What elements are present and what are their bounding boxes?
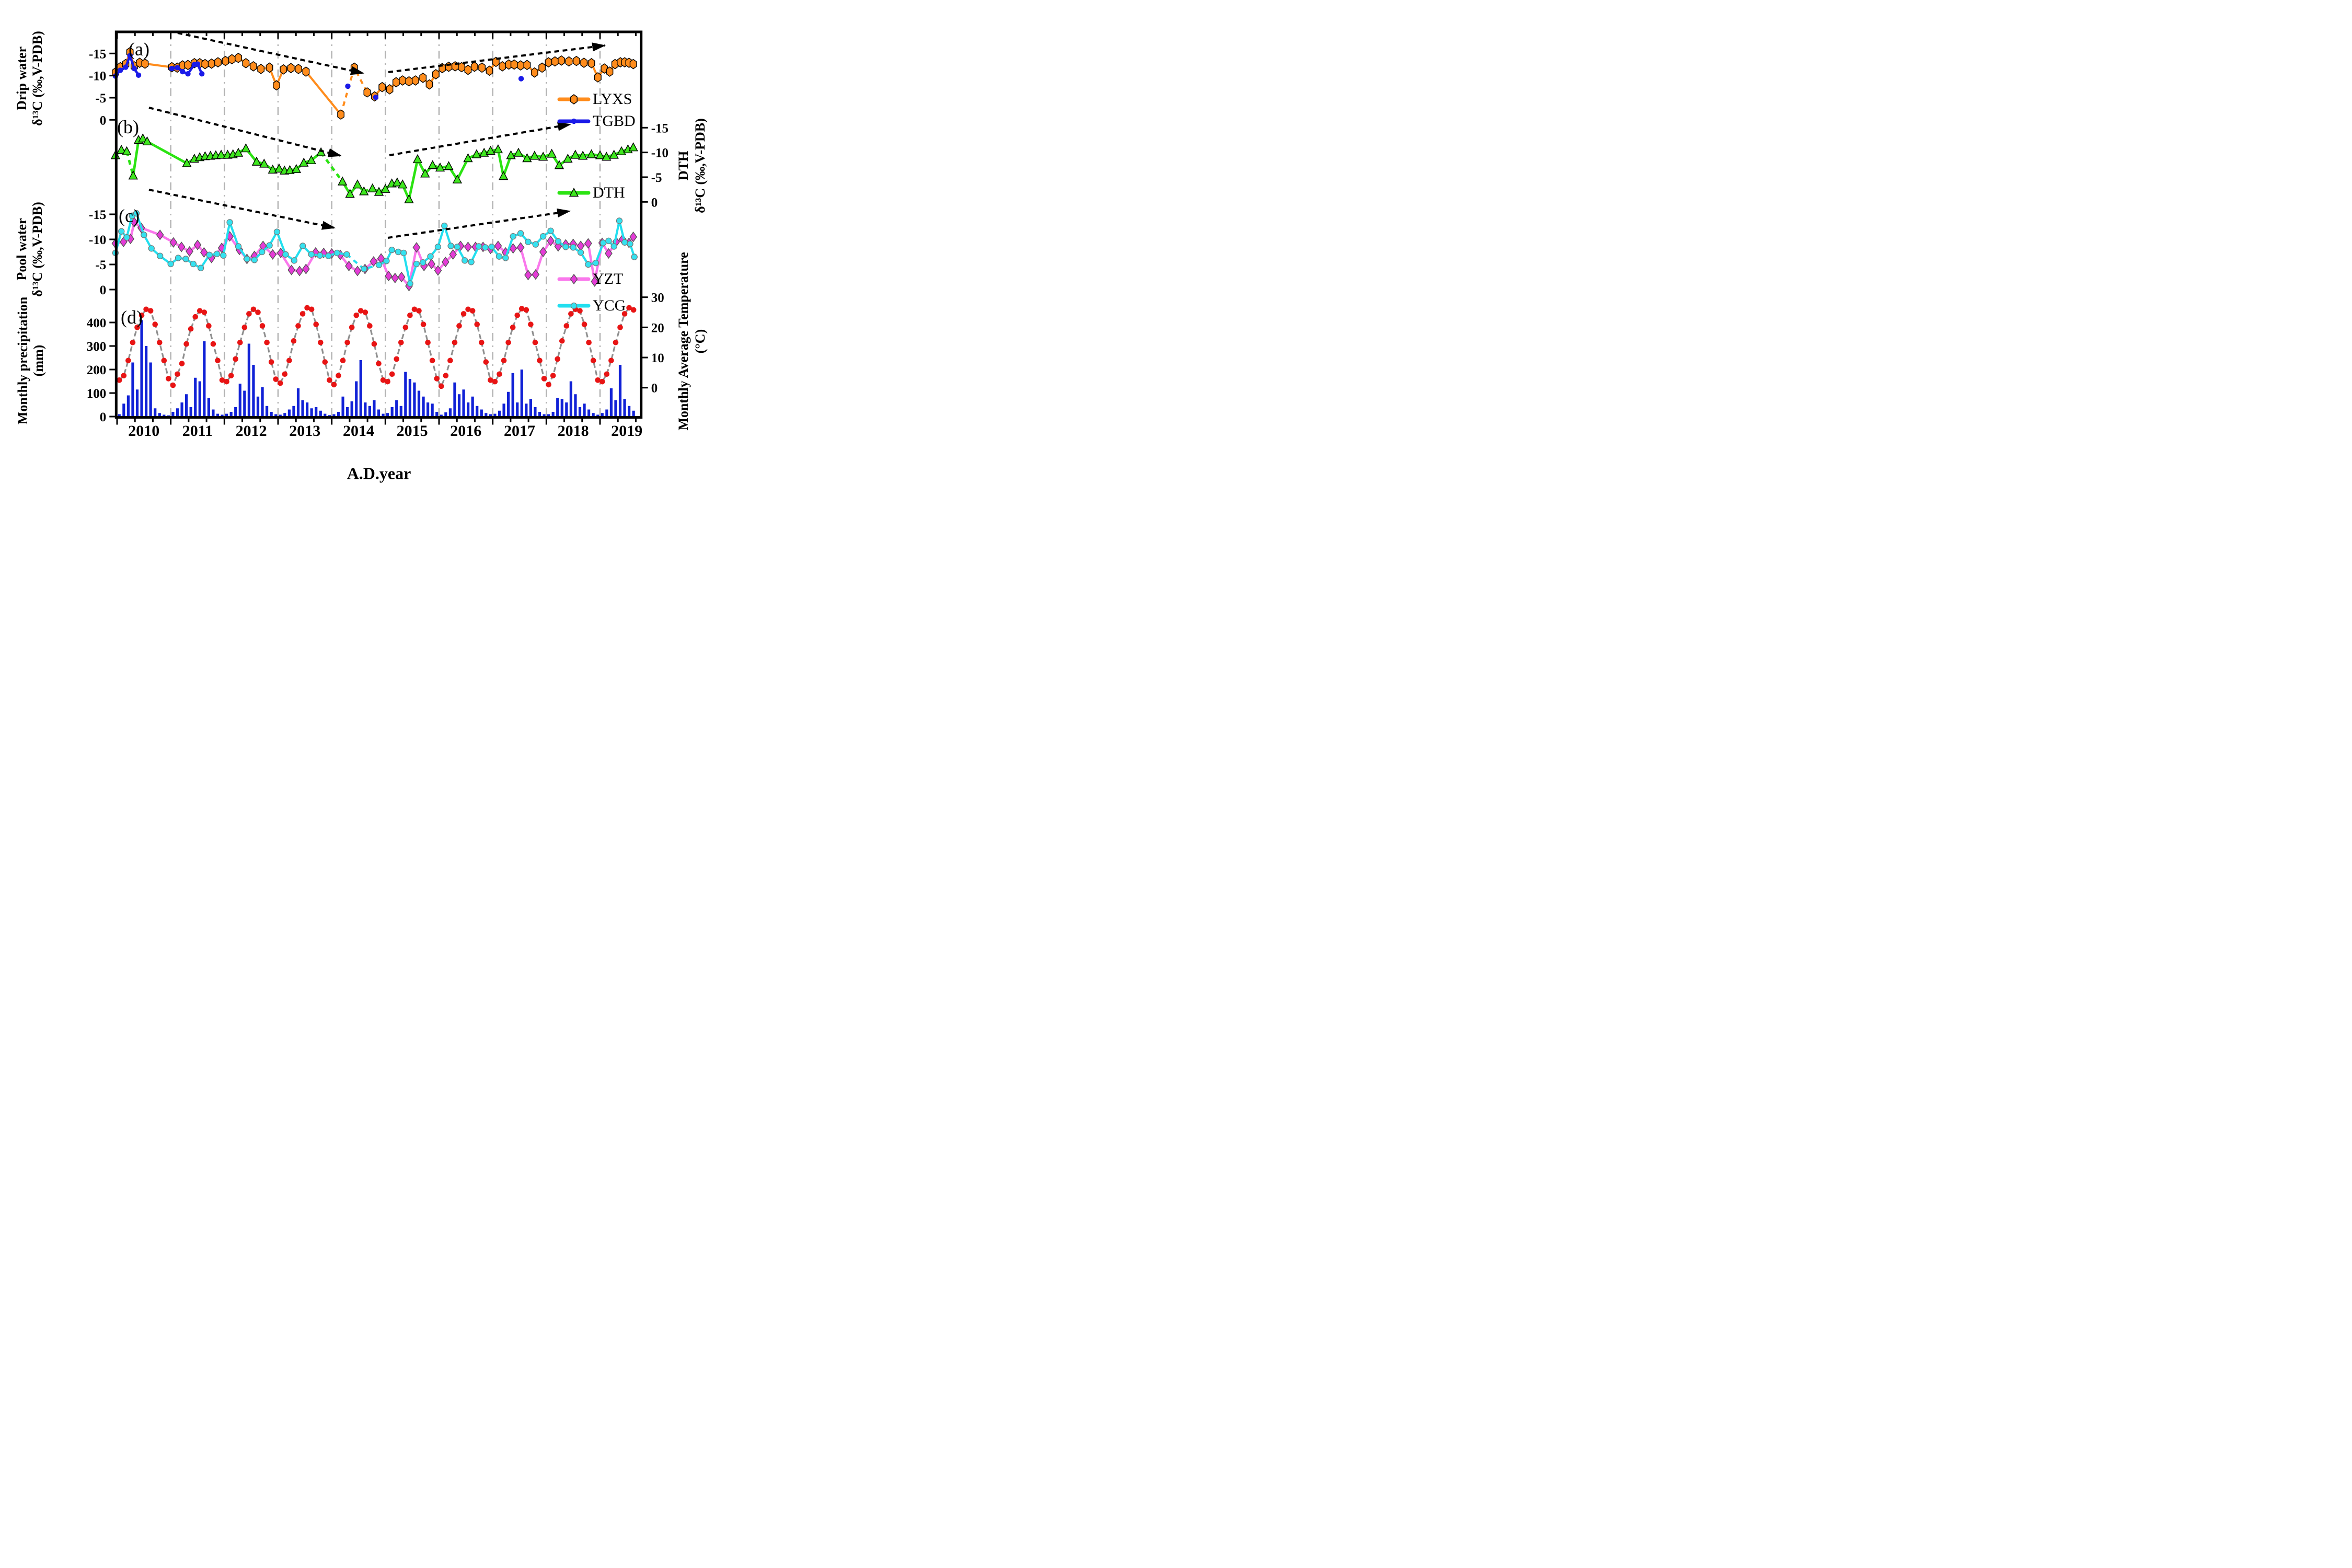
year-label-2011: 2011 xyxy=(182,422,213,440)
year-label-2015: 2015 xyxy=(397,422,428,440)
series-ycg xyxy=(112,210,638,287)
legend-label-dth: DTH xyxy=(593,184,625,201)
temperature-series xyxy=(116,305,637,389)
ytick-c: -10 xyxy=(89,233,106,247)
ytick-d-precip: 0 xyxy=(100,410,107,424)
ytick-d-precip: 300 xyxy=(87,340,107,354)
legend-label-tgbd: TGBD xyxy=(593,112,636,130)
axis-title-precip-unit: (mm) xyxy=(31,344,46,377)
axis-ticks xyxy=(109,32,648,425)
ytick-c: -15 xyxy=(89,208,106,222)
ytick-d-temp: 30 xyxy=(651,291,664,305)
year-label-2014: 2014 xyxy=(343,422,374,440)
chart-canvas: 2010 2011 2012 2013 2014 2015 2016 2017 2018 2019… xyxy=(87,30,668,440)
axis-title-precip: Monthly precipitation xyxy=(15,296,30,425)
ytick-a: -5 xyxy=(95,91,106,106)
panel-letter-b: (b) xyxy=(117,117,139,137)
series-tgbd xyxy=(112,53,524,100)
ytick-b: -10 xyxy=(651,146,668,160)
axis-title-pool-d13c: δ¹³C (‰,V-PDB) xyxy=(30,202,45,297)
year-label-2013: 2013 xyxy=(289,422,320,440)
ytick-a: -15 xyxy=(89,47,106,61)
series-dth xyxy=(110,133,638,203)
year-label-2012: 2012 xyxy=(236,422,267,440)
year-gridlines xyxy=(170,32,601,418)
legend-label-ycg: YCG xyxy=(593,297,626,314)
tick-labels: 2010 2011 2012 2013 2014 2015 2016 2017 2018 2019… xyxy=(87,47,668,440)
ytick-b: 0 xyxy=(651,195,658,210)
panel-letter-c: (c) xyxy=(119,205,140,226)
year-label-2017: 2017 xyxy=(504,422,535,440)
trend-arrows xyxy=(148,32,606,239)
axis-title-drip-d13c: δ¹³C (‰,V-PDB) xyxy=(30,31,45,126)
ytick-c: -5 xyxy=(95,258,106,272)
ytick-d-precip: 100 xyxy=(87,387,107,401)
axis-title-drip-water: Drip water xyxy=(14,46,29,111)
axis-title-temp-unit: (°C) xyxy=(693,329,708,354)
year-label-2019: 2019 xyxy=(611,422,642,440)
legend-label-yzt: YZT xyxy=(593,270,624,287)
year-label-2016: 2016 xyxy=(450,422,481,440)
figure: 2010 2011 2012 2013 2014 2015 2016 2017 2018 2019… xyxy=(0,0,784,523)
ytick-c: 0 xyxy=(100,283,107,297)
ytick-d-precip: 400 xyxy=(87,316,107,330)
series-yzt xyxy=(111,217,638,292)
ytick-d-temp: 10 xyxy=(651,351,664,365)
x-axis-title: A.D.year xyxy=(347,464,411,483)
axis-title-temp: Monthly Average Temperature xyxy=(676,252,691,431)
ytick-b: -5 xyxy=(651,171,662,185)
legend-label-lyxs: LYXS xyxy=(593,90,632,108)
ytick-d-temp: 20 xyxy=(651,321,664,335)
year-label-2018: 2018 xyxy=(558,422,589,440)
legend-markers xyxy=(557,94,591,309)
axis-title-dth: DTH xyxy=(676,151,691,181)
year-label-2010: 2010 xyxy=(128,422,159,440)
axis-title-pool-water: Pool water xyxy=(14,218,29,281)
precipitation-bars xyxy=(118,320,635,417)
series-lyxs xyxy=(112,47,637,120)
panel-letter-d: (d) xyxy=(121,307,143,328)
ytick-d-precip: 200 xyxy=(87,363,107,377)
ytick-a: -10 xyxy=(89,70,106,84)
axis-title-dth-d13c: δ¹³C (‰,V-PDB) xyxy=(693,118,708,213)
panel-letter-a: (a) xyxy=(129,39,149,60)
ytick-d-temp: 0 xyxy=(651,382,658,396)
ytick-a: 0 xyxy=(100,113,107,128)
plot-frame xyxy=(114,30,643,419)
ytick-b: -15 xyxy=(651,121,668,135)
